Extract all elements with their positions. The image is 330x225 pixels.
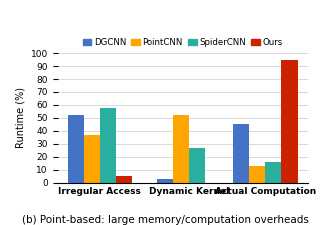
Text: (b) Point-based: large memory/computation overheads: (b) Point-based: large memory/computatio… [21, 215, 309, 225]
Bar [68, 115, 84, 183]
Bar [173, 115, 189, 183]
Bar [116, 176, 132, 183]
Bar [249, 166, 265, 183]
Bar [189, 148, 205, 183]
Bar [233, 124, 249, 183]
Bar [84, 135, 100, 183]
Bar [265, 162, 281, 183]
Legend: DGCNN, PointCNN, SpiderCNN, Ours: DGCNN, PointCNN, SpiderCNN, Ours [79, 34, 286, 50]
Bar [157, 179, 173, 183]
Bar [281, 60, 298, 183]
Y-axis label: Runtime (%): Runtime (%) [15, 87, 25, 148]
Bar [100, 108, 116, 183]
